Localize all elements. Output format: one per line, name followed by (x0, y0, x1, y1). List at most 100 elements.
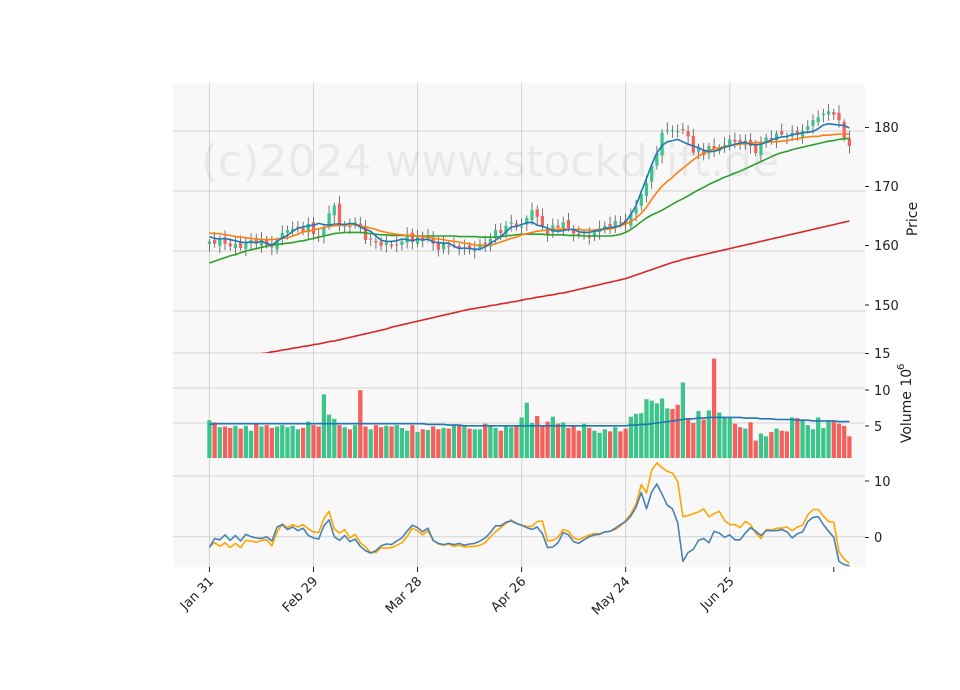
volume-bar (373, 425, 379, 458)
candle-body (634, 207, 638, 214)
x-tick-label: Mar 28 (383, 574, 426, 617)
volume-tick-label: 5 (874, 420, 882, 435)
volume-bar (633, 413, 639, 458)
volume-bar (441, 427, 446, 458)
volume-bar (259, 426, 264, 458)
candle-body (738, 140, 742, 143)
candle-body (592, 232, 597, 237)
volume-bar (378, 427, 384, 458)
volume-bar (316, 426, 321, 458)
volume-bar (821, 427, 826, 458)
candle-body (233, 243, 238, 249)
volume-bar (800, 419, 805, 458)
volume-bar (228, 427, 233, 458)
volume-bar (540, 425, 545, 458)
volume-bar (795, 418, 800, 458)
volume-bar (639, 413, 644, 458)
candle-body (644, 183, 649, 197)
volume-bar (842, 425, 847, 458)
candle-body (826, 111, 831, 115)
candle-body (285, 230, 290, 233)
candle-body (436, 242, 440, 250)
volume-bar (649, 400, 654, 458)
candle-body (467, 245, 472, 250)
candle-body (421, 237, 425, 240)
candle-body (348, 226, 352, 228)
candle-body (660, 132, 664, 156)
candle-body (681, 129, 685, 131)
candle-body (441, 243, 446, 250)
candle-body (207, 241, 212, 244)
volume-bar (805, 425, 810, 458)
volume-bars (207, 358, 852, 458)
volume-bar (269, 427, 274, 458)
candle-body (686, 131, 690, 137)
oscillator-tick-label: 10 (874, 475, 891, 490)
volume-bar (446, 428, 451, 458)
volume-bar (592, 430, 597, 458)
volume-bar (665, 408, 670, 458)
candle-body (400, 241, 404, 245)
candle-body (733, 139, 737, 142)
volume-bar (706, 410, 712, 458)
volume-bar (457, 425, 462, 458)
candle-body (613, 221, 617, 228)
volume-bar (498, 430, 503, 458)
candle-body (483, 242, 487, 245)
candlesticks (207, 103, 852, 259)
candle-body (530, 210, 534, 220)
candle-body (228, 243, 232, 247)
candle-body (847, 138, 852, 146)
candle-body (332, 205, 336, 216)
volume-bar (753, 440, 758, 458)
candle-body (410, 232, 414, 242)
volume-bar (274, 426, 280, 458)
candle-body (556, 225, 560, 228)
volume-bar (826, 420, 831, 458)
candle-body (457, 245, 461, 248)
candle-body (676, 131, 680, 132)
volume-bar (352, 425, 358, 458)
candle-body (306, 224, 310, 233)
volume-bar (836, 423, 842, 458)
volume-bar (597, 432, 602, 458)
candle-body (561, 222, 565, 229)
watermark: (c)2024 www.stockdrift.de (201, 136, 779, 187)
volume-bar (503, 425, 509, 458)
volume-bar (431, 426, 436, 458)
volume-bar (477, 429, 483, 458)
volume-bar (368, 429, 373, 458)
candle-body (514, 223, 519, 227)
volume-bar (405, 430, 410, 458)
volume-bar (644, 399, 649, 458)
volume-bar (691, 423, 696, 458)
candle-body (577, 233, 581, 235)
volume-bar (399, 427, 405, 458)
candle-body (540, 215, 545, 227)
oscillator-lines (208, 461, 850, 567)
volume-tick-label: 10 (874, 384, 891, 399)
volume-bar (290, 425, 295, 458)
candle-body (670, 130, 675, 132)
x-tick-label: Feb 29 (280, 574, 322, 616)
volume-bar (212, 422, 217, 458)
candle-body (821, 113, 825, 116)
price-panel (173, 83, 865, 353)
candle-body (322, 228, 326, 236)
candle-body (707, 146, 711, 154)
volume-bar (300, 427, 306, 458)
volume-bar (847, 436, 852, 458)
volume-bar (295, 429, 301, 458)
volume-bar (248, 430, 254, 458)
volume-bar (613, 427, 618, 458)
volume-bar (576, 430, 581, 458)
date-axis: Jan 31 Feb 29 Mar 28 Apr 26 May 24 Jun 25 (177, 567, 835, 618)
volume-bar (321, 394, 327, 458)
volume-bar (696, 411, 701, 458)
candle-body (655, 153, 659, 166)
volume-bar (415, 432, 420, 458)
candle-body (415, 237, 420, 244)
volume-bar (347, 429, 353, 458)
candle-body (213, 239, 217, 244)
candle-body (566, 220, 571, 229)
